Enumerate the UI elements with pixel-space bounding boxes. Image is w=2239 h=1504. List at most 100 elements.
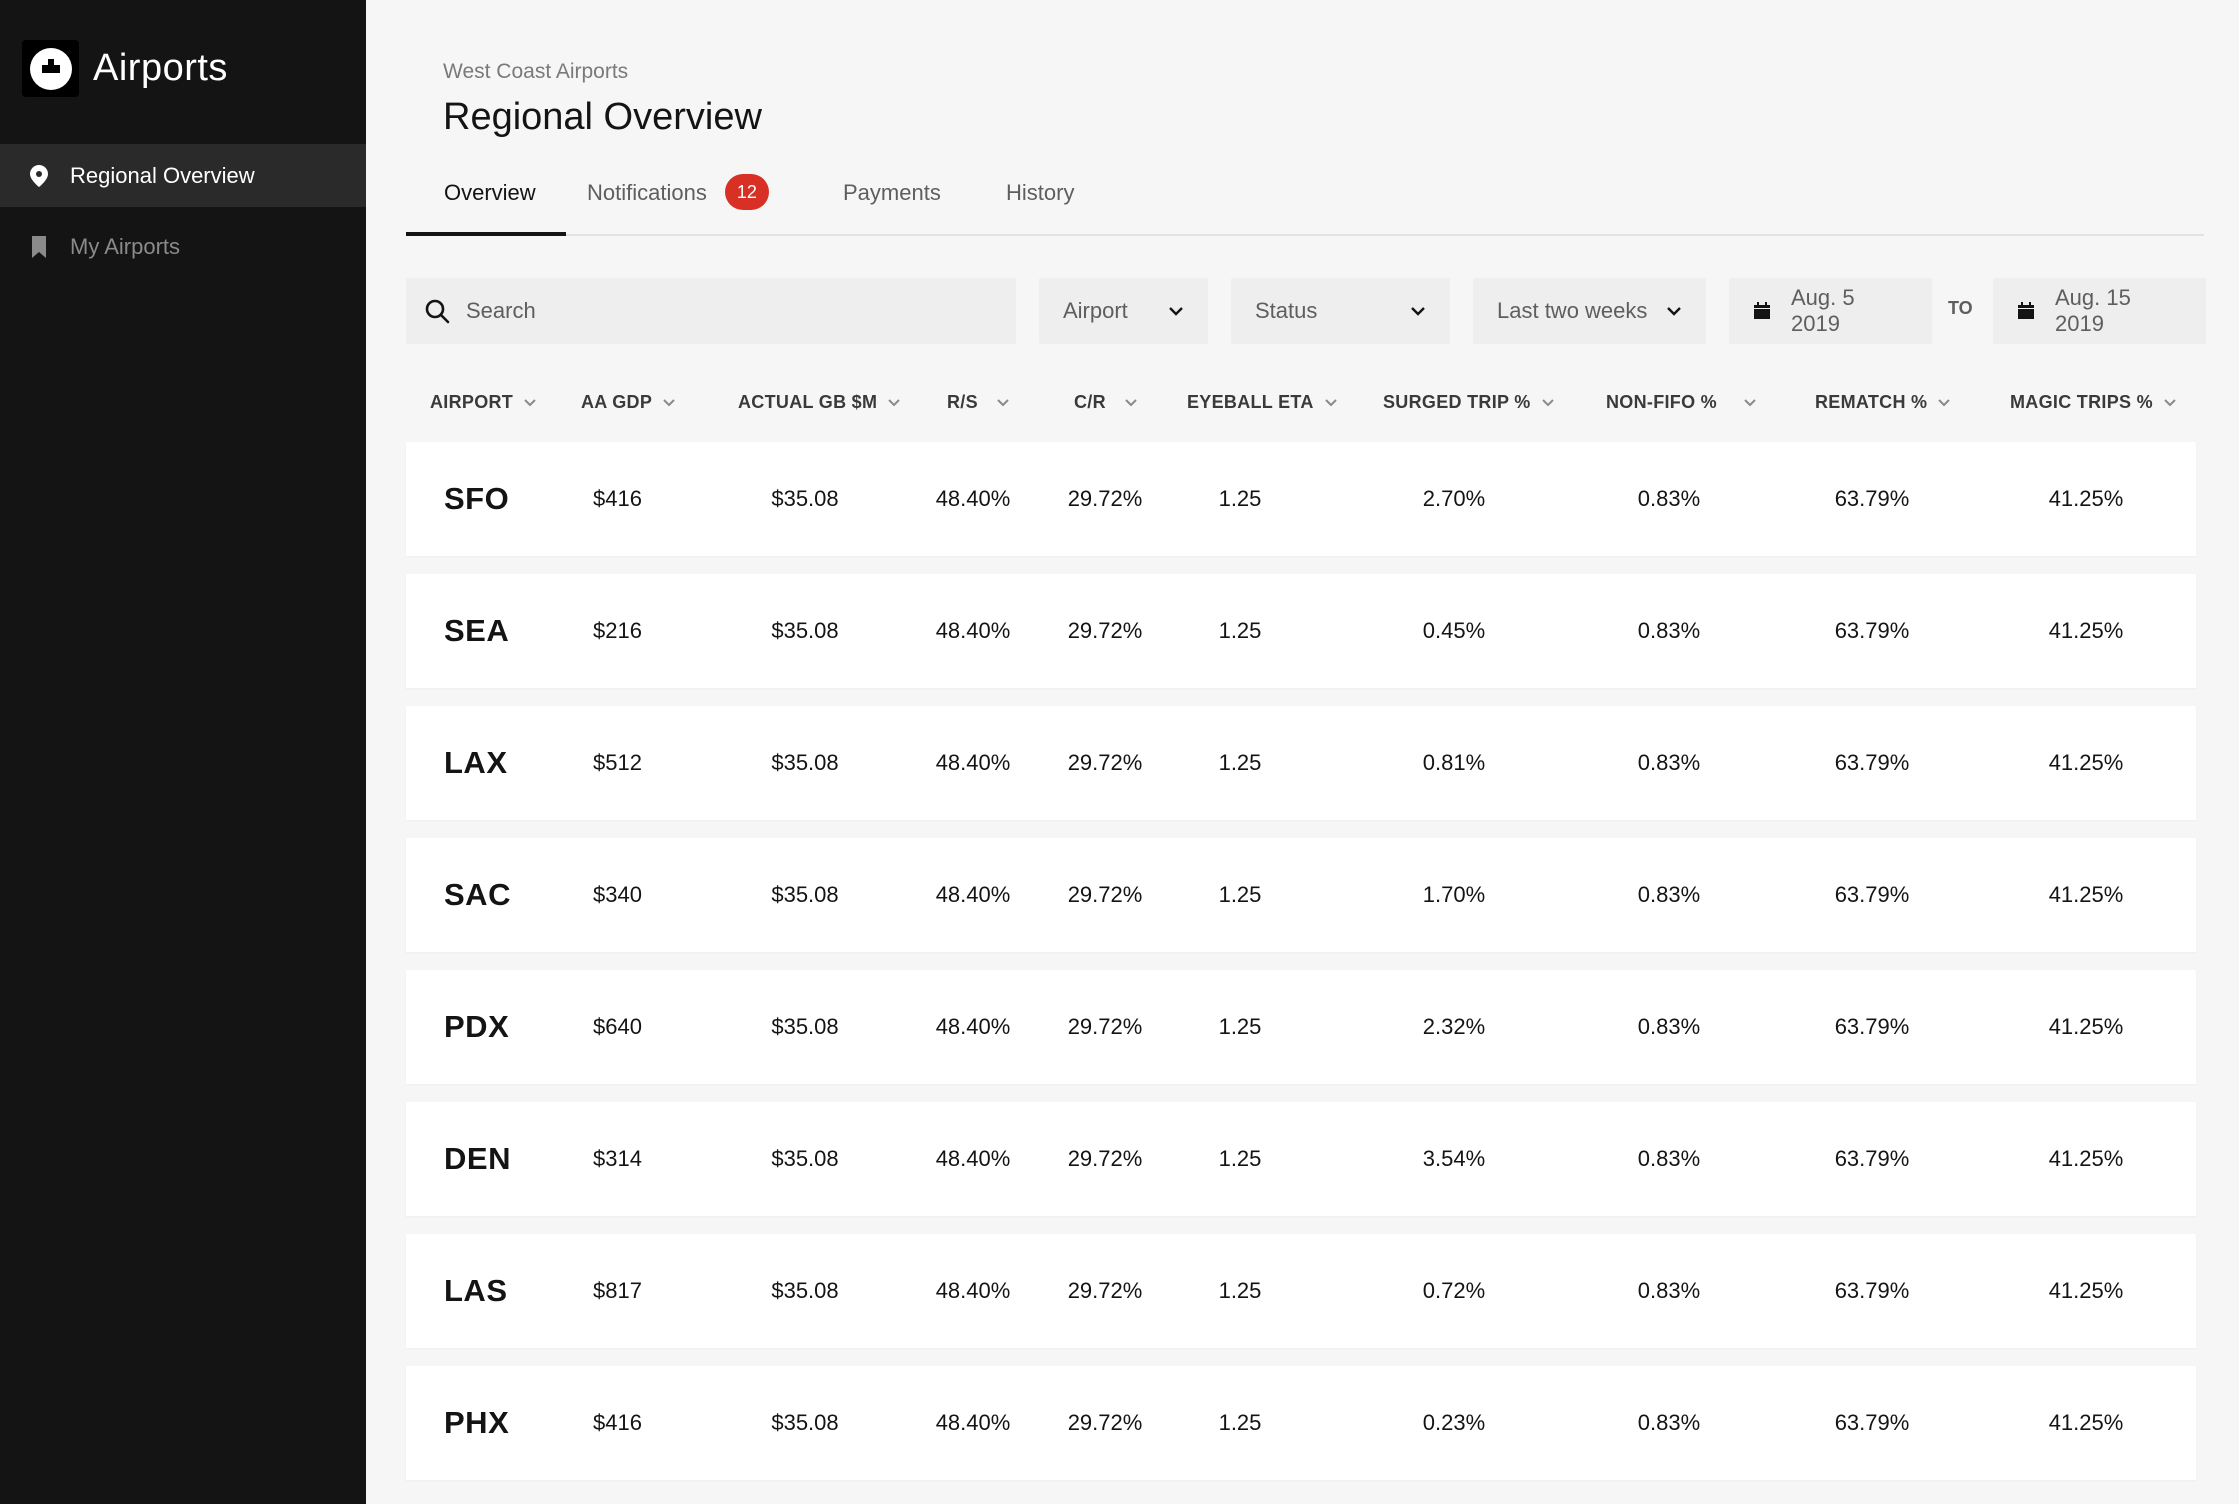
breadcrumb[interactable]: West Coast Airports [443, 60, 629, 83]
start-date-value: Aug. 5 2019 [1791, 285, 1855, 336]
rematch-cell: 63.79% [1834, 618, 1910, 643]
column-label: ACTUAL GB $M [738, 392, 878, 412]
cr-cell: 29.72% [1067, 1410, 1143, 1435]
tab-payments[interactable]: Payments [843, 168, 941, 236]
bookmark-icon [28, 235, 50, 258]
search-icon [424, 298, 450, 324]
table-row[interactable]: PHX $416 $35.08 48.40% 29.72% 1.25 0.23%… [406, 1366, 2196, 1480]
aa-gdp-cell: $817 [593, 1278, 642, 1303]
chevron-down-icon [1124, 398, 1138, 407]
cr-cell: 29.72% [1067, 882, 1143, 907]
rematch-cell: 63.79% [1834, 1278, 1910, 1303]
table-row[interactable]: SAC $340 $35.08 48.40% 29.72% 1.25 1.70%… [406, 838, 2196, 952]
tab-overview[interactable]: Overview [406, 168, 566, 236]
sidebar-item-regional-overview[interactable]: Regional Overview [0, 144, 366, 207]
rs-cell: 48.40% [935, 618, 1011, 643]
rematch-cell: 63.79% [1834, 1014, 1910, 1039]
tab-history[interactable]: History [1006, 168, 1074, 236]
aa-gdp-cell: $216 [593, 618, 642, 643]
table-row[interactable]: SEA $216 $35.08 48.40% 29.72% 1.25 0.45%… [406, 574, 2196, 688]
actual-gb-cell: $35.08 [771, 1410, 839, 1435]
cr-cell: 29.72% [1067, 1014, 1143, 1039]
column-header-non-fifo[interactable]: NON-FIFO % [1606, 392, 1757, 413]
actual-gb-cell: $35.08 [771, 1014, 839, 1039]
sidebar-item-my-airports[interactable]: My Airports [0, 215, 366, 278]
eyeball-eta-cell: 1.25 [1218, 750, 1262, 775]
tab-bar: Overview Notifications 12 Payments Histo… [406, 168, 2204, 236]
surged-trip-cell: 0.72% [1422, 1278, 1486, 1303]
actual-gb-cell: $35.08 [771, 750, 839, 775]
rematch-cell: 63.79% [1834, 750, 1910, 775]
chevron-down-icon [1410, 306, 1426, 316]
cr-cell: 29.72% [1067, 618, 1143, 643]
search-box[interactable] [406, 278, 1016, 344]
search-input[interactable] [466, 298, 986, 324]
rs-cell: 48.40% [935, 486, 1011, 511]
tab-label: Overview [444, 180, 536, 205]
notifications-badge: 12 [724, 174, 769, 210]
cr-cell: 29.72% [1067, 750, 1143, 775]
chevron-down-icon [662, 398, 676, 407]
airport-code: SAC [444, 877, 511, 912]
table-row[interactable]: LAS $817 $35.08 48.40% 29.72% 1.25 0.72%… [406, 1234, 2196, 1348]
magic-trips-cell: 41.25% [2048, 750, 2124, 775]
column-header-rematch[interactable]: REMATCH % [1815, 392, 1951, 413]
surged-trip-cell: 2.32% [1422, 1014, 1486, 1039]
date-range-separator: TO [1948, 298, 1973, 318]
rs-cell: 48.40% [935, 882, 1011, 907]
page-title: Regional Overview [443, 96, 762, 138]
start-date-picker[interactable]: Aug. 5 2019 [1729, 278, 1932, 344]
column-label: C/R [1074, 392, 1106, 412]
non-fifo-cell: 0.83% [1637, 486, 1701, 511]
date-range-label: Last two weeks [1497, 298, 1648, 323]
airport-code: DEN [444, 1141, 511, 1176]
column-header-airport[interactable]: AIRPORT [430, 392, 537, 413]
column-header-rs[interactable]: R/S [947, 392, 1010, 413]
airport-code: LAX [444, 745, 508, 780]
chevron-down-icon [1324, 398, 1338, 407]
rematch-cell: 63.79% [1834, 882, 1910, 907]
surged-trip-cell: 2.70% [1422, 486, 1486, 511]
brand[interactable]: Airports [22, 40, 228, 97]
chevron-down-icon [996, 398, 1010, 407]
cr-cell: 29.72% [1067, 1146, 1143, 1171]
magic-trips-cell: 41.25% [2048, 618, 2124, 643]
status-dropdown-label: Status [1255, 298, 1318, 323]
column-header-aa-gdp[interactable]: AA GDP [581, 392, 676, 413]
actual-gb-cell: $35.08 [771, 486, 839, 511]
aa-gdp-cell: $340 [593, 882, 642, 907]
eyeball-eta-cell: 1.25 [1218, 618, 1262, 643]
column-label: R/S [947, 392, 978, 412]
surged-trip-cell: 3.54% [1422, 1146, 1486, 1171]
table-header: AIRPORT AA GDP ACTUAL GB $M R/S C/R EYEB… [406, 388, 2196, 422]
surged-trip-cell: 0.81% [1422, 750, 1486, 775]
end-date-value: Aug. 15 2019 [2055, 285, 2131, 336]
aa-gdp-cell: $416 [593, 486, 642, 511]
eyeball-eta-cell: 1.25 [1218, 1146, 1262, 1171]
column-label: AA GDP [581, 392, 653, 412]
tab-label: History [1006, 180, 1075, 205]
column-header-magic-trips[interactable]: MAGIC TRIPS % [2010, 392, 2177, 413]
magic-trips-cell: 41.25% [2048, 1146, 2124, 1171]
table-row[interactable]: SFO $416 $35.08 48.40% 29.72% 1.25 2.70%… [406, 442, 2196, 556]
column-header-actual-gb[interactable]: ACTUAL GB $M [738, 392, 901, 413]
airport-code: LAS [444, 1273, 508, 1308]
column-label: AIRPORT [430, 392, 514, 412]
table-row[interactable]: LAX $512 $35.08 48.40% 29.72% 1.25 0.81%… [406, 706, 2196, 820]
table-row[interactable]: DEN $314 $35.08 48.40% 29.72% 1.25 3.54%… [406, 1102, 2196, 1216]
end-date-picker[interactable]: Aug. 15 2019 [1993, 278, 2206, 344]
column-header-eyeball-eta[interactable]: EYEBALL ETA [1187, 392, 1338, 413]
tab-notifications[interactable]: Notifications 12 [587, 168, 769, 236]
surged-trip-cell: 1.70% [1422, 882, 1486, 907]
eyeball-eta-cell: 1.25 [1218, 882, 1262, 907]
rematch-cell: 63.79% [1834, 486, 1910, 511]
table-row[interactable]: PDX $640 $35.08 48.40% 29.72% 1.25 2.32%… [406, 970, 2196, 1084]
airport-dropdown[interactable]: Airport [1039, 278, 1208, 344]
non-fifo-cell: 0.83% [1637, 882, 1701, 907]
status-dropdown[interactable]: Status [1231, 278, 1450, 344]
column-header-cr[interactable]: C/R [1074, 392, 1138, 413]
rematch-cell: 63.79% [1834, 1146, 1910, 1171]
calendar-icon [2017, 302, 2035, 320]
date-range-dropdown[interactable]: Last two weeks [1473, 278, 1706, 344]
column-header-surged-trip[interactable]: SURGED TRIP % [1383, 392, 1555, 413]
